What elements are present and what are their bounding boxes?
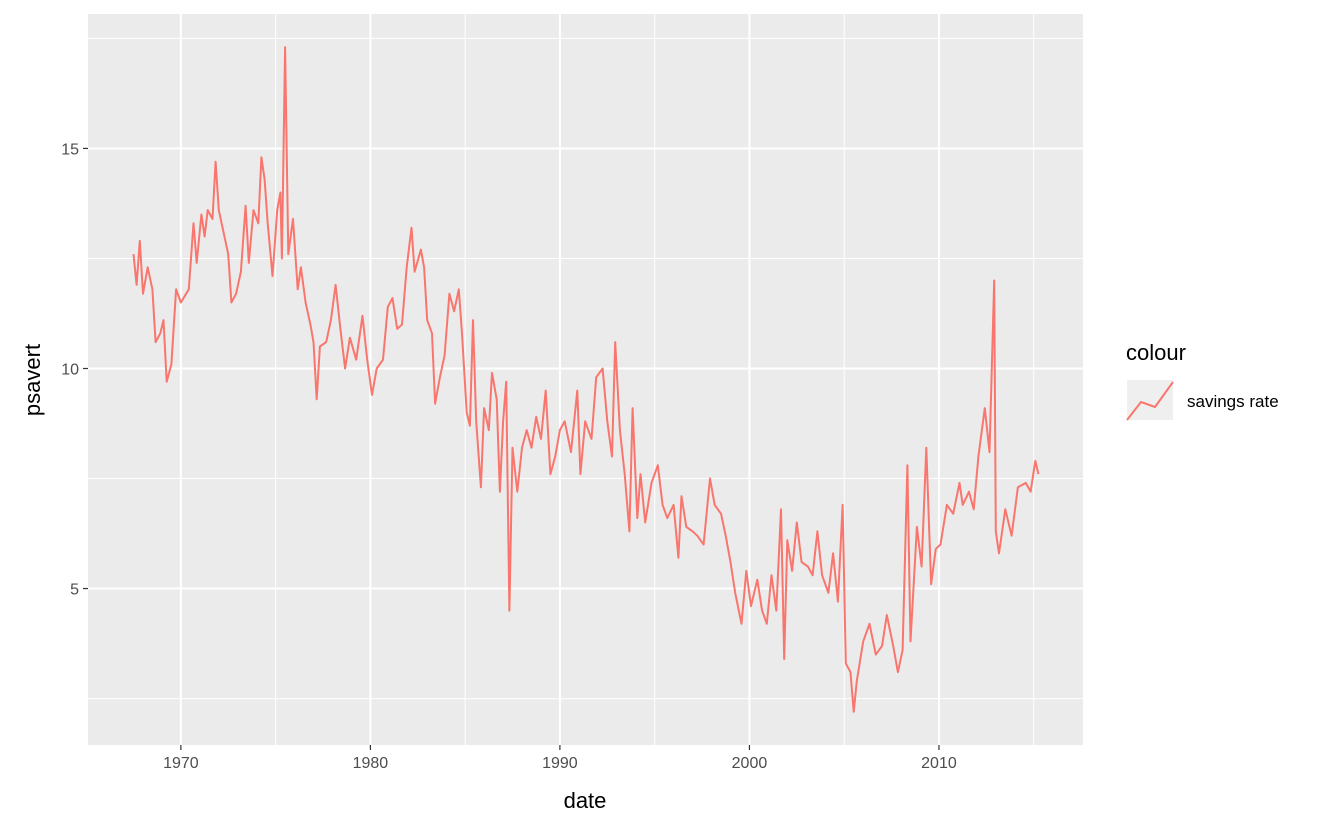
y-tick-label: 10 <box>61 361 79 378</box>
legend: colour savings rate <box>1126 340 1279 421</box>
gridlines <box>88 14 1083 745</box>
legend-label: savings rate <box>1187 392 1279 411</box>
series-line-savings-rate <box>132 46 1040 713</box>
x-tick-label: 1970 <box>163 755 199 772</box>
x-tick-label: 1980 <box>353 755 389 772</box>
y-tick-label: 5 <box>70 582 79 599</box>
axes: 1970 1980 1990 2000 2010 5 10 15 <box>61 141 957 772</box>
series-layer <box>132 46 1040 713</box>
x-tick-label: 2000 <box>732 755 768 772</box>
legend-key <box>1127 380 1173 420</box>
y-tick-label: 15 <box>61 141 79 158</box>
x-axis-title: date <box>564 788 607 813</box>
x-tick-label: 1990 <box>542 755 578 772</box>
plot-panel <box>88 14 1083 745</box>
y-axis-title: psavert <box>20 344 45 416</box>
legend-key-line <box>1126 381 1174 421</box>
x-tick-label: 2010 <box>921 755 957 772</box>
legend-title: colour <box>1126 340 1186 365</box>
